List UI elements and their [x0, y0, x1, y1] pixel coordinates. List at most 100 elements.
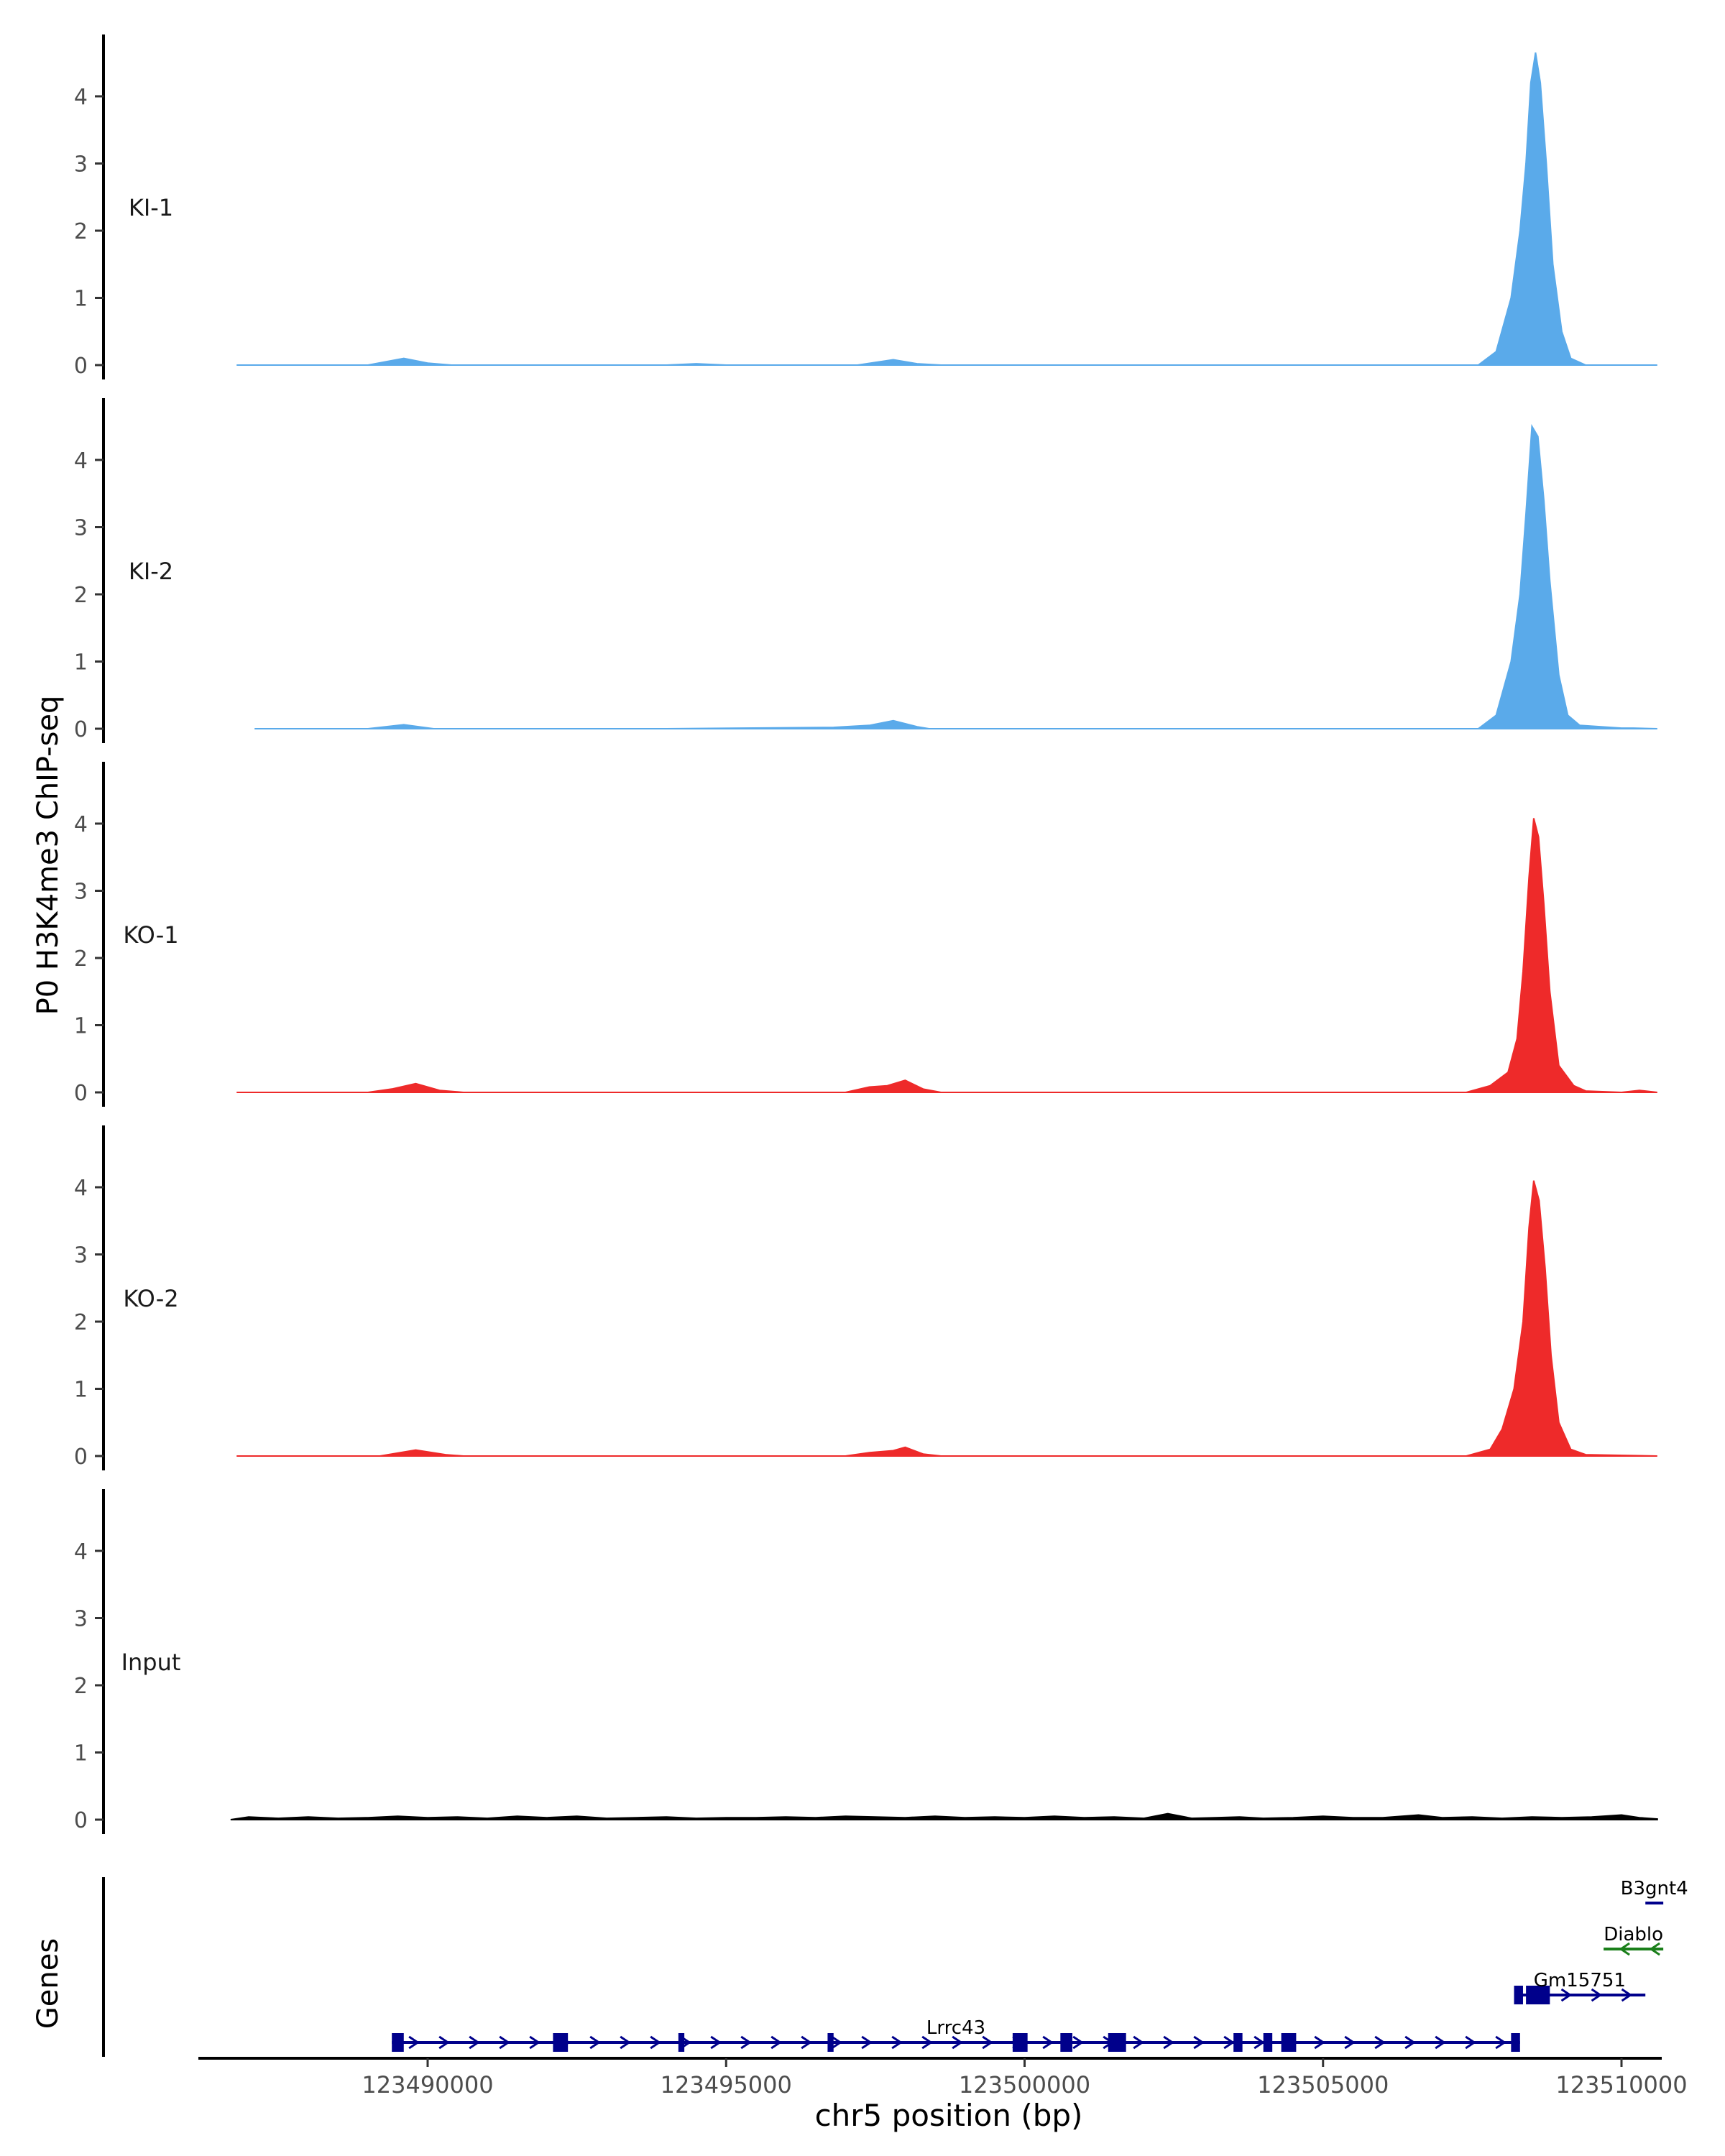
strand-arrow-icon: [1560, 1988, 1573, 2002]
exon-block: [553, 2033, 569, 2052]
strand-arrow-icon: [831, 2035, 842, 2050]
exon-block: [1263, 2033, 1273, 2052]
strand-arrow-icon: [1254, 2035, 1265, 2050]
gene-diablo: Diablo: [1604, 1924, 1664, 1956]
y-tick-label: 0: [74, 354, 88, 379]
strand-arrow-icon: [408, 2035, 420, 2050]
y-tick-label: 4: [74, 1176, 88, 1201]
exon-block: [1012, 2033, 1028, 2052]
strand-arrow-icon: [801, 2035, 812, 2050]
exon-block: [1526, 1986, 1550, 2004]
y-tick-label: 1: [74, 650, 88, 676]
strand-arrow-icon: [1133, 2035, 1144, 2050]
y-tick-label: 3: [74, 1243, 88, 1268]
genes-track-label: Genes: [32, 1938, 65, 2029]
y-tick-label: 4: [74, 448, 88, 474]
y-tick-label: 2: [74, 1310, 88, 1335]
x-tick-label: 123490000: [362, 2071, 493, 2099]
track-ko-2: 0 1 2 3 4 KO-2: [74, 1125, 1657, 1470]
track-label: Input: [121, 1649, 181, 1676]
strand-arrow-icon: [1591, 1988, 1603, 2002]
y-tick-label: 1: [74, 1741, 88, 1766]
exon-block: [1511, 2033, 1520, 2052]
gene-annotation-track: Lrrc43 Gm15751 Diablo B3gnt4: [102, 1877, 1688, 2057]
y-tick-label: 4: [74, 85, 88, 110]
strand-arrow-icon: [982, 2035, 993, 2050]
gene-label: B3gnt4: [1621, 1878, 1688, 1899]
y-tick-label: 0: [74, 1081, 88, 1106]
signal-area-ki-1: [236, 52, 1657, 366]
y-axis-label: P0 H3K4me3 ChIP-seq: [32, 696, 65, 1015]
track-label: KI-1: [129, 194, 173, 221]
y-tick-label: 1: [74, 287, 88, 312]
strand-arrow-icon: [740, 2035, 752, 2050]
y-tick-label: 2: [74, 219, 88, 244]
y-tick-label: 1: [74, 1378, 88, 1403]
track-label: KI-2: [129, 558, 173, 585]
strand-arrow-icon: [921, 2035, 933, 2050]
strand-arrow-icon: [589, 2035, 601, 2050]
exon-block: [827, 2033, 834, 2052]
track-label: KO-1: [123, 921, 178, 949]
exon-block: [1514, 1986, 1523, 2004]
exon-block: [392, 2033, 404, 2052]
track-input: 0 1 2 3 4 Input: [74, 1489, 1658, 1834]
y-tick-label: 4: [74, 812, 88, 837]
strand-arrow-icon: [1344, 2035, 1356, 2050]
strand-arrow-icon: [891, 2035, 903, 2050]
strand-arrow-icon: [770, 2035, 782, 2050]
gene-label: Diablo: [1604, 1924, 1663, 1945]
track-label: KO-2: [123, 1285, 178, 1312]
x-axis: 123490000 123495000 123500000 123505000 1235…: [198, 2057, 1688, 2099]
x-tick-label: 123510000: [1555, 2071, 1687, 2099]
y-tick-label: 3: [74, 1607, 88, 1632]
y-tick-label: 3: [74, 152, 88, 178]
exon-block: [1233, 2033, 1243, 2052]
y-tick-label: 2: [74, 1674, 88, 1699]
y-tick-label: 0: [74, 717, 88, 742]
gene-gm15751: Gm15751: [1514, 1970, 1646, 2004]
y-tick-label: 1: [74, 1014, 88, 1039]
gene-b3gnt4: B3gnt4: [1621, 1878, 1688, 1904]
signal-area-ko-1: [236, 818, 1657, 1094]
track-ki-1: 0 1 2 3 4 KI-1: [74, 34, 1657, 379]
exon-block: [1060, 2033, 1072, 2052]
strand-arrow-icon: [1435, 2035, 1446, 2050]
y-tick-label: 0: [74, 1445, 88, 1470]
y-tick-label: 3: [74, 516, 88, 541]
signal-area-ko-2: [236, 1180, 1657, 1457]
signal-area-input: [230, 1812, 1658, 1820]
y-tick-label: 4: [74, 1539, 88, 1565]
strand-arrow-icon: [710, 2035, 722, 2050]
strand-arrow-icon: [1193, 2035, 1205, 2050]
strand-arrow-icon: [1072, 2035, 1084, 2050]
strand-arrow-icon: [1404, 2035, 1416, 2050]
strand-arrow-icon: [1649, 1942, 1660, 1956]
strand-arrow-icon: [1495, 2035, 1506, 2050]
gene-label: Lrrc43: [926, 2017, 985, 2039]
signal-area-ki-2: [254, 424, 1657, 729]
strand-arrow-icon: [861, 2035, 873, 2050]
strand-arrow-icon: [1223, 2035, 1235, 2050]
strand-arrow-icon: [952, 2035, 963, 2050]
track-ko-1: 0 1 2 3 4 KO-1: [74, 762, 1657, 1107]
strand-arrow-icon: [499, 2035, 510, 2050]
strand-arrow-icon: [1465, 2035, 1476, 2050]
x-tick-label: 123500000: [959, 2071, 1090, 2099]
x-tick-label: 123505000: [1257, 2071, 1389, 2099]
strand-arrow-icon: [620, 2035, 631, 2050]
strand-arrow-icon: [1163, 2035, 1174, 2050]
exon-block: [1281, 2033, 1297, 2052]
x-tick-label: 123495000: [661, 2071, 792, 2099]
strand-arrow-icon: [529, 2035, 540, 2050]
strand-arrow-icon: [1042, 2035, 1054, 2050]
strand-arrow-icon: [650, 2035, 661, 2050]
track-ki-2: 0 1 2 3 4 KI-2: [74, 398, 1657, 743]
strand-arrow-icon: [438, 2035, 450, 2050]
x-axis-label: chr5 position (bp): [815, 2098, 1083, 2133]
strand-arrow-icon: [469, 2035, 480, 2050]
y-tick-label: 3: [74, 880, 88, 905]
strand-arrow-icon: [1374, 2035, 1386, 2050]
exon-block: [1108, 2033, 1126, 2052]
